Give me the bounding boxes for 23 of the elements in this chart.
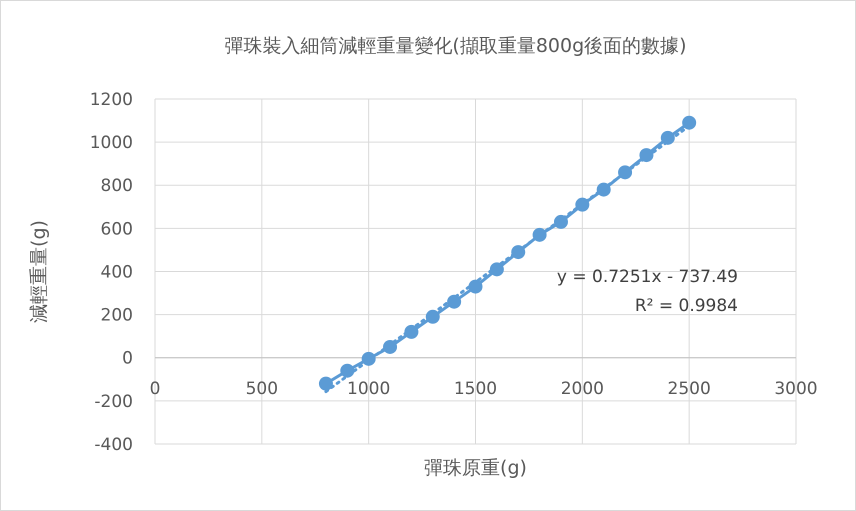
y-tick-label: 800 — [100, 176, 133, 196]
annotation: R² = 0.9984 — [634, 296, 738, 316]
y-tick-label: 1200 — [90, 90, 133, 110]
x-axis-title: 彈珠原重(g) — [424, 457, 527, 479]
x-tick-label: 1500 — [454, 378, 498, 399]
y-tick-label: 600 — [100, 219, 133, 240]
point — [682, 116, 696, 130]
y-tick-label: 200 — [100, 306, 133, 326]
y-tick-label: -200 — [94, 392, 133, 412]
x-tick-label: 500 — [246, 378, 278, 399]
y-tick-label: 0 — [122, 348, 133, 369]
point — [318, 376, 333, 391]
annotation: y = 0.7251x - 737.49 — [556, 267, 738, 287]
x-tick-label: 2500 — [668, 378, 711, 399]
y-tick-label: 1000 — [90, 133, 133, 154]
x-tick-label: 1000 — [347, 378, 390, 399]
y-tick-label: -400 — [94, 434, 133, 455]
x-tick-label: 0 — [150, 378, 160, 399]
x-tick-label: 3000 — [774, 378, 818, 399]
y-axis-title: 減輕重量(g) — [28, 220, 50, 323]
y-tick-label: 400 — [100, 262, 133, 282]
chart-title: 彈珠裝入細筒減輕重量變化(擷取重量800g後面的數據) — [224, 35, 687, 57]
x-tick-label: 2000 — [560, 378, 604, 399]
